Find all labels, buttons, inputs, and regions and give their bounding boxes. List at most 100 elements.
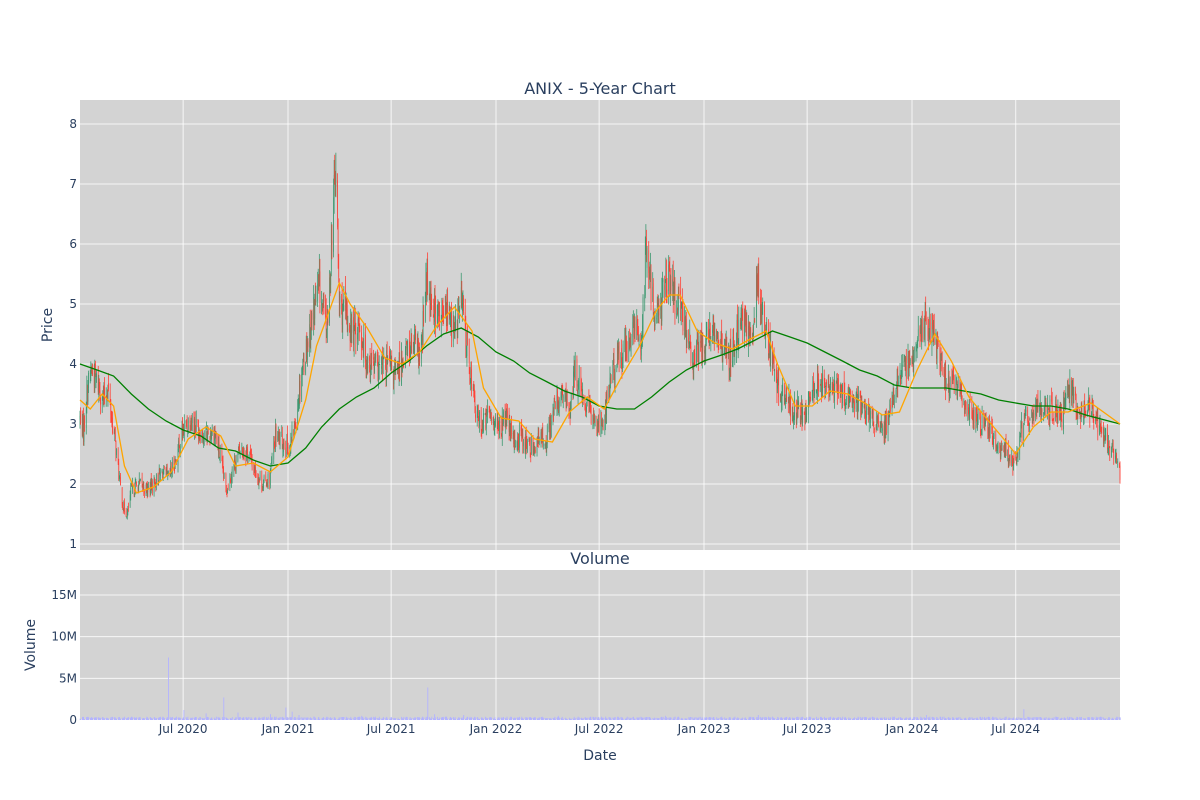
candle-body bbox=[80, 415, 81, 417]
candle-body bbox=[630, 340, 632, 350]
candle-body bbox=[850, 390, 851, 397]
candle-body bbox=[522, 433, 524, 446]
volume-bar bbox=[378, 718, 380, 720]
volume-bar bbox=[211, 719, 213, 720]
candle-body bbox=[255, 467, 256, 477]
volume-bar bbox=[270, 718, 272, 720]
volume-bar bbox=[1051, 717, 1053, 720]
volume-bar bbox=[940, 716, 942, 720]
candle-body bbox=[536, 440, 538, 453]
candle-body bbox=[875, 427, 877, 429]
volume-bar bbox=[586, 718, 588, 720]
volume-bar bbox=[1080, 716, 1082, 720]
volume-bar bbox=[850, 718, 852, 720]
candle-body bbox=[1055, 404, 1056, 418]
volume-bar bbox=[617, 716, 618, 720]
volume-bar bbox=[269, 718, 271, 720]
candle-body bbox=[710, 336, 712, 340]
volume-bar bbox=[122, 718, 124, 720]
volume-bar bbox=[130, 717, 132, 720]
candle-body bbox=[890, 405, 891, 411]
candle-body bbox=[940, 362, 941, 366]
volume-bar bbox=[1048, 717, 1050, 720]
volume-bar bbox=[557, 715, 559, 720]
volume-bar bbox=[410, 718, 412, 720]
volume-bar bbox=[646, 717, 648, 720]
candle-body bbox=[682, 302, 683, 309]
candle-body bbox=[864, 406, 866, 411]
candle-body bbox=[877, 419, 879, 424]
candle-body bbox=[756, 274, 758, 290]
candle-body bbox=[638, 336, 640, 342]
candle-body bbox=[867, 408, 869, 410]
volume-bar bbox=[1077, 717, 1079, 720]
volume-bar bbox=[120, 718, 122, 720]
candle-body bbox=[321, 301, 322, 306]
candle-body bbox=[1079, 415, 1081, 418]
candle-body bbox=[996, 448, 997, 450]
candle-body bbox=[462, 298, 464, 309]
candle-body bbox=[684, 316, 686, 333]
volume-bar bbox=[346, 718, 348, 720]
volume-bar bbox=[686, 718, 687, 720]
volume-bar bbox=[993, 718, 995, 720]
volume-bar bbox=[355, 717, 357, 720]
volume-bar bbox=[1009, 718, 1011, 720]
volume-bar bbox=[327, 718, 328, 720]
candle-body bbox=[807, 399, 809, 415]
volume-bar bbox=[534, 718, 536, 720]
candle-body bbox=[1004, 448, 1005, 451]
volume-bar bbox=[322, 718, 324, 720]
volume-bar bbox=[1083, 718, 1085, 720]
candle-body bbox=[465, 327, 467, 350]
candle-body bbox=[1011, 457, 1013, 461]
candle-body bbox=[694, 353, 696, 367]
volume-bar bbox=[167, 718, 169, 720]
candle-body bbox=[174, 469, 175, 472]
volume-bar bbox=[533, 717, 535, 720]
candle-body bbox=[1049, 416, 1050, 421]
candle-body bbox=[138, 478, 140, 482]
volume-bar bbox=[490, 717, 492, 720]
candle-body bbox=[99, 390, 101, 398]
volume-bar bbox=[849, 718, 851, 720]
volume-bar bbox=[681, 718, 683, 720]
price-plot-area[interactable] bbox=[80, 100, 1120, 550]
volume-bar bbox=[417, 717, 419, 720]
volume-bar bbox=[557, 717, 559, 720]
volume-bar bbox=[519, 716, 520, 720]
candle-body bbox=[373, 357, 374, 360]
candle-body bbox=[660, 304, 662, 311]
candle-body bbox=[976, 407, 977, 416]
volume-bar bbox=[602, 717, 604, 720]
volume-bar bbox=[405, 717, 407, 720]
volume-bar bbox=[960, 718, 962, 720]
volume-bar bbox=[1092, 719, 1094, 720]
volume-bar bbox=[572, 718, 574, 720]
volume-bar bbox=[678, 716, 679, 720]
volume-bar bbox=[1045, 718, 1046, 720]
volume-bar bbox=[387, 718, 389, 720]
candle-body bbox=[239, 450, 241, 453]
volume-bar bbox=[286, 719, 288, 720]
candle-body bbox=[1119, 464, 1120, 468]
volume-bar bbox=[618, 717, 620, 720]
volume-bar bbox=[253, 719, 255, 720]
volume-bar bbox=[448, 718, 450, 720]
volume-bar bbox=[181, 718, 183, 720]
volume-plot-area[interactable] bbox=[80, 570, 1120, 720]
candle-body bbox=[246, 448, 248, 451]
candle-body bbox=[150, 479, 151, 492]
candle-body bbox=[690, 346, 692, 364]
volume-bar bbox=[977, 718, 979, 720]
volume-bar bbox=[390, 717, 392, 720]
volume-bar bbox=[283, 717, 285, 720]
volume-bar bbox=[361, 716, 363, 720]
volume-bar bbox=[234, 718, 236, 720]
candle-body bbox=[774, 370, 775, 372]
volume-bar bbox=[808, 719, 809, 720]
volume-bar bbox=[389, 717, 391, 720]
candle-body bbox=[836, 382, 838, 384]
candle-body bbox=[141, 477, 143, 483]
candle-body bbox=[972, 411, 973, 419]
